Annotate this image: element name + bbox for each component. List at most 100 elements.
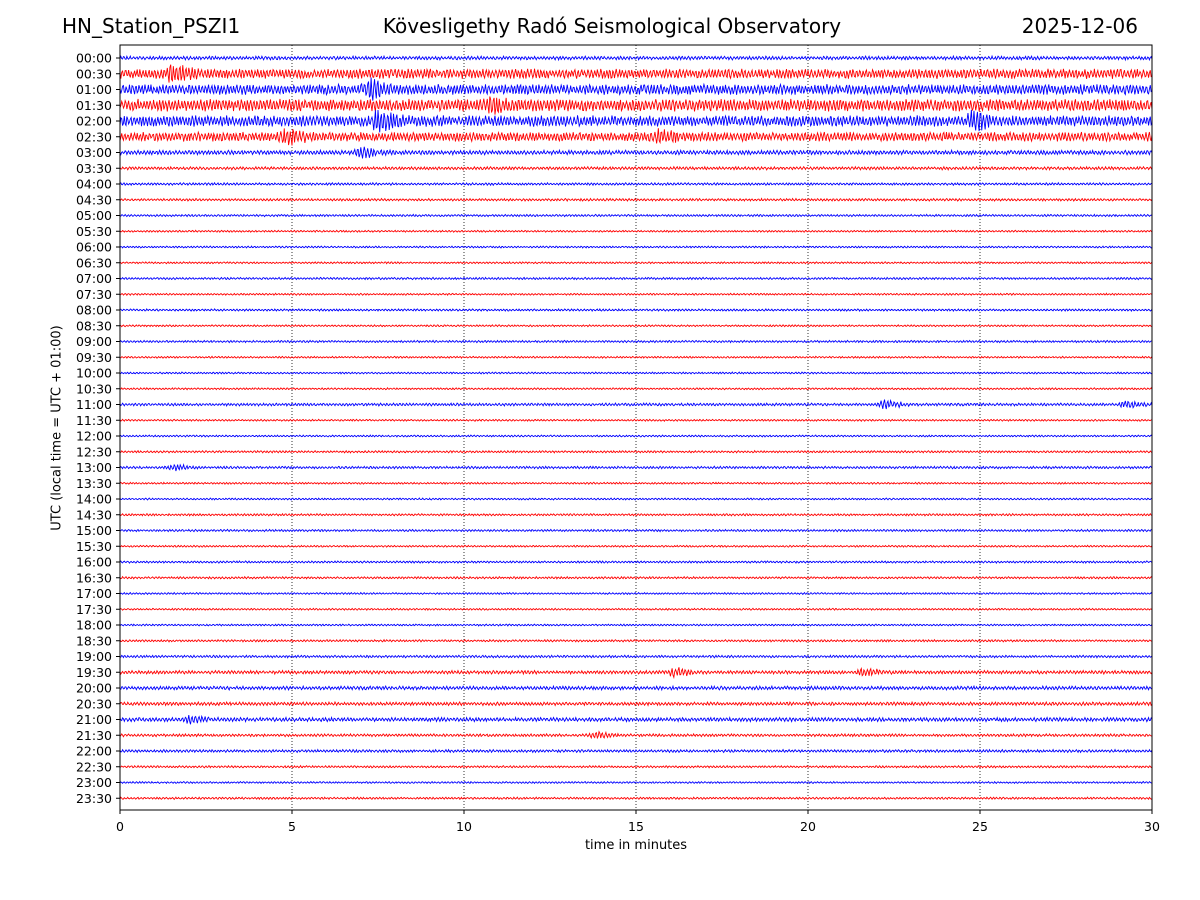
y-tick-label: 23:30 <box>76 791 112 806</box>
trace-2200 <box>119 748 1153 754</box>
trace-1900 <box>119 654 1153 659</box>
y-tick-label: 20:00 <box>76 681 112 696</box>
y-tick-label: 17:00 <box>76 586 112 601</box>
y-tick-label: 20:30 <box>76 696 112 711</box>
trace-0600 <box>119 245 1153 249</box>
trace-1030 <box>119 387 1153 391</box>
y-tick-label: 14:00 <box>76 492 112 507</box>
y-tick-label: 08:00 <box>76 303 112 318</box>
y-tick-label: 04:00 <box>76 177 112 192</box>
trace-0400 <box>119 181 1153 187</box>
trace-1330 <box>119 481 1153 486</box>
trace-2030 <box>119 700 1153 707</box>
x-tick-label: 5 <box>288 819 296 834</box>
trace-1100 <box>119 398 1153 410</box>
trace-1700 <box>119 591 1153 596</box>
trace-0930 <box>120 355 1153 360</box>
trace-2300 <box>119 780 1153 785</box>
trace-1400 <box>119 497 1153 501</box>
y-tick-label: 03:30 <box>76 161 112 176</box>
trace-2230 <box>119 764 1153 769</box>
y-tick-label: 12:30 <box>76 444 112 459</box>
y-tick-label: 02:30 <box>76 129 112 144</box>
trace-0830 <box>119 323 1153 328</box>
y-tick-label: 10:00 <box>76 366 112 381</box>
y-tick-label: 08:30 <box>76 318 112 333</box>
trace-0130 <box>119 96 1153 115</box>
trace-1000 <box>120 371 1153 375</box>
trace-0230 <box>119 128 1153 146</box>
y-tick-label: 09:00 <box>76 334 112 349</box>
y-tick-label: 22:30 <box>76 759 112 774</box>
y-tick-label: 05:00 <box>76 208 112 223</box>
x-tick-label: 20 <box>800 819 816 834</box>
trace-0200 <box>119 109 1153 133</box>
trace-0730 <box>119 292 1153 297</box>
trace-1730 <box>119 607 1153 612</box>
y-tick-label: 00:00 <box>76 51 112 66</box>
trace-0700 <box>119 276 1153 281</box>
y-tick-label: 15:00 <box>76 523 112 538</box>
trace-0000 <box>119 54 1153 62</box>
y-tick-label: 23:00 <box>76 775 112 790</box>
x-tick-label: 25 <box>972 819 988 834</box>
y-tick-label: 16:00 <box>76 555 112 570</box>
x-tick-label: 30 <box>1144 819 1160 834</box>
trace-2130 <box>119 730 1153 740</box>
trace-0500 <box>119 213 1153 218</box>
y-tick-label: 03:00 <box>76 145 112 160</box>
y-tick-label: 19:30 <box>76 665 112 680</box>
trace-1200 <box>119 434 1153 438</box>
y-tick-label: 18:00 <box>76 618 112 633</box>
trace-0530 <box>119 229 1153 234</box>
y-tick-label: 06:30 <box>76 255 112 270</box>
trace-1130 <box>119 418 1153 422</box>
trace-1530 <box>119 544 1153 548</box>
y-tick-label: 10:30 <box>76 381 112 396</box>
y-tick-label: 14:30 <box>76 507 112 522</box>
y-tick-label: 01:00 <box>76 82 112 97</box>
y-tick-label: 13:00 <box>76 460 112 475</box>
trace-1630 <box>119 575 1153 580</box>
y-tick-label: 15:30 <box>76 539 112 554</box>
trace-1600 <box>119 560 1153 564</box>
y-tick-label: 21:00 <box>76 712 112 727</box>
y-tick-label: 11:00 <box>76 397 112 412</box>
y-tick-label: 04:30 <box>76 192 112 207</box>
trace-0630 <box>119 261 1153 265</box>
trace-2100 <box>119 714 1153 725</box>
trace-1300 <box>119 463 1153 472</box>
trace-0100 <box>119 77 1153 101</box>
y-tick-label: 06:00 <box>76 240 112 255</box>
x-axis-title: time in minutes <box>584 838 688 853</box>
y-tick-label: 07:30 <box>76 287 112 302</box>
y-tick-label: 12:00 <box>76 429 112 444</box>
trace-0430 <box>119 197 1153 202</box>
trace-1800 <box>119 623 1153 627</box>
x-tick-label: 15 <box>628 819 644 834</box>
chart-date: 2025-12-06 <box>1021 14 1138 38</box>
y-tick-label: 21:30 <box>76 728 112 743</box>
x-tick-label: 10 <box>456 819 472 834</box>
y-tick-label: 02:00 <box>76 114 112 129</box>
chart-title: Kövesligethy Radó Seismological Observat… <box>382 14 842 38</box>
x-tick-label: 0 <box>116 819 124 834</box>
trace-0300 <box>119 146 1153 159</box>
y-tick-label: 16:30 <box>76 570 112 585</box>
station-name: HN_Station_PSZI1 <box>62 14 241 38</box>
trace-0900 <box>119 339 1153 344</box>
trace-0030 <box>119 64 1153 83</box>
y-tick-label: 11:30 <box>76 413 112 428</box>
y-tick-label: 01:30 <box>76 98 112 113</box>
trace-2000 <box>119 684 1153 692</box>
y-tick-label: 13:30 <box>76 476 112 491</box>
y-tick-label: 22:00 <box>76 744 112 759</box>
trace-1830 <box>119 638 1153 643</box>
y-tick-label: 19:00 <box>76 649 112 664</box>
y-tick-label: 00:30 <box>76 66 112 81</box>
y-tick-label: 07:00 <box>76 271 112 286</box>
trace-2330 <box>119 796 1153 801</box>
y-tick-label: 17:30 <box>76 602 112 617</box>
y-tick-label: 18:30 <box>76 633 112 648</box>
